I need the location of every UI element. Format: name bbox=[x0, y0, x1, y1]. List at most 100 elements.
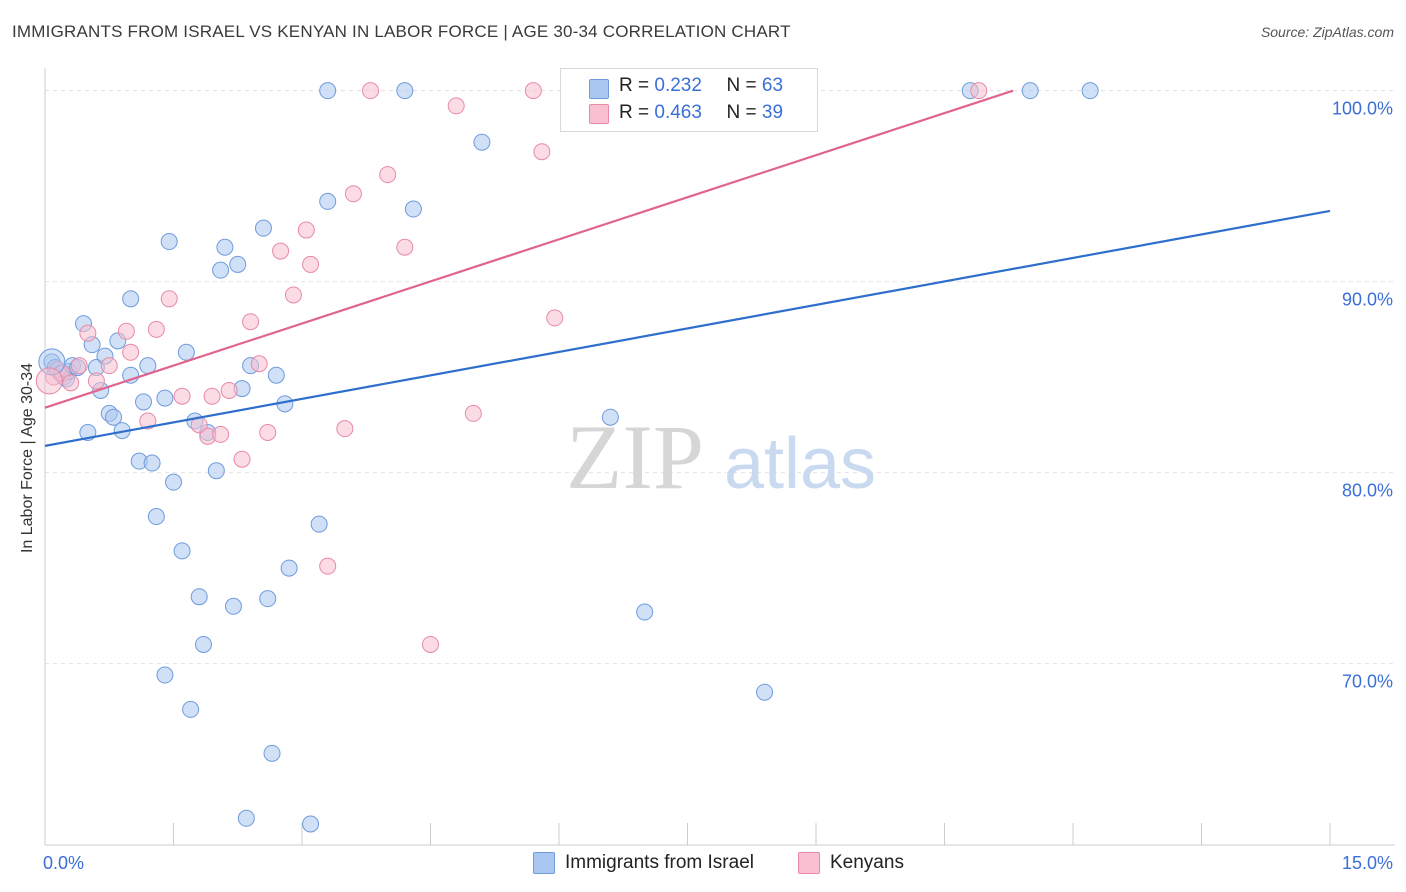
point-kenyans bbox=[212, 425, 230, 443]
point-israel bbox=[147, 508, 165, 526]
legend-r-label: R = bbox=[619, 102, 650, 123]
point-kenyans bbox=[259, 423, 277, 441]
point-israel bbox=[237, 809, 255, 827]
gridlines bbox=[45, 90, 1395, 665]
point-kenyans bbox=[87, 372, 105, 390]
point-kenyans bbox=[297, 221, 315, 239]
point-israel bbox=[254, 219, 272, 237]
point-israel bbox=[122, 290, 140, 308]
point-kenyans bbox=[117, 322, 135, 340]
point-israel bbox=[177, 343, 195, 361]
point-kenyans bbox=[233, 450, 251, 468]
point-israel bbox=[194, 635, 212, 653]
legend-row-israel: R = 0.232 N = 63 bbox=[619, 75, 783, 97]
point-kenyans bbox=[464, 404, 482, 422]
point-kenyans bbox=[147, 320, 165, 338]
legend: R = 0.232 N = 63 R = 0.463 N = 39 bbox=[560, 68, 818, 132]
point-kenyans bbox=[100, 357, 118, 375]
point-israel bbox=[267, 366, 285, 384]
point-kenyans bbox=[284, 286, 302, 304]
point-israel bbox=[396, 82, 414, 100]
point-kenyans bbox=[302, 255, 320, 273]
point-kenyans bbox=[447, 97, 465, 115]
point-israel bbox=[319, 192, 337, 210]
point-israel bbox=[310, 515, 328, 533]
trend-lines bbox=[44, 89, 1331, 447]
point-israel bbox=[636, 603, 654, 621]
point-kenyans bbox=[139, 412, 157, 430]
point-kenyans bbox=[203, 387, 221, 405]
point-kenyans bbox=[250, 355, 268, 373]
y-tick-label: 90.0% bbox=[1342, 290, 1393, 310]
point-kenyans bbox=[272, 242, 290, 260]
point-kenyans bbox=[422, 635, 439, 653]
point-kenyans bbox=[173, 387, 191, 405]
legend-n-label: N = bbox=[726, 102, 757, 123]
point-israel bbox=[135, 393, 153, 411]
point-kenyans bbox=[379, 166, 397, 184]
legend-n-value-kenyans: 39 bbox=[761, 102, 784, 123]
bottom-legend-kenyans: Kenyans bbox=[830, 852, 904, 873]
point-israel bbox=[280, 559, 298, 577]
point-kenyans bbox=[220, 381, 238, 399]
legend-n-value-israel: 63 bbox=[761, 75, 784, 96]
bottom-legend-swatch-kenyans bbox=[798, 852, 820, 874]
point-kenyans bbox=[524, 82, 542, 100]
point-israel bbox=[302, 815, 320, 833]
point-israel bbox=[207, 462, 225, 480]
point-kenyans bbox=[79, 324, 97, 342]
point-israel bbox=[473, 133, 491, 151]
point-israel bbox=[319, 82, 337, 100]
point-kenyans bbox=[35, 367, 63, 395]
tick-labels: 70.0% 80.0% 90.0% 100.0% 0.0% 15.0% bbox=[43, 99, 1393, 873]
point-israel bbox=[259, 590, 277, 608]
point-israel bbox=[182, 700, 200, 718]
point-kenyans bbox=[242, 313, 260, 331]
chart-title: IMMIGRANTS FROM ISRAEL VS KENYAN IN LABO… bbox=[12, 22, 791, 41]
point-kenyans bbox=[362, 82, 380, 100]
source-label: Source: ZipAtlas.com bbox=[1260, 24, 1394, 40]
point-israel bbox=[165, 473, 182, 491]
point-israel bbox=[1021, 82, 1039, 100]
point-israel bbox=[404, 200, 422, 218]
point-israel bbox=[1081, 82, 1099, 100]
point-israel bbox=[229, 255, 247, 273]
point-israel bbox=[212, 261, 230, 279]
watermark: ZIP atlas bbox=[566, 406, 876, 508]
point-israel bbox=[143, 454, 161, 472]
watermark-zip: ZIP bbox=[566, 406, 704, 508]
legend-r-label: R = bbox=[619, 75, 650, 96]
point-kenyans bbox=[62, 374, 80, 392]
bottom-legend-israel: Immigrants from Israel bbox=[565, 852, 754, 873]
point-israel bbox=[601, 408, 619, 426]
point-kenyans bbox=[396, 238, 414, 256]
point-israel bbox=[156, 666, 174, 684]
point-kenyans bbox=[970, 82, 988, 100]
point-israel bbox=[173, 542, 191, 560]
point-kenyans bbox=[122, 343, 140, 361]
point-israel bbox=[224, 597, 242, 615]
bottom-legend-swatch-israel bbox=[533, 852, 555, 874]
point-kenyans bbox=[344, 185, 362, 203]
point-israel bbox=[105, 408, 123, 426]
y-tick-label: 100.0% bbox=[1332, 99, 1393, 119]
point-israel bbox=[156, 389, 174, 407]
point-kenyans bbox=[319, 557, 337, 575]
trend-line-israel bbox=[44, 209, 1331, 447]
legend-swatch-israel bbox=[589, 79, 609, 99]
x-tick-label-max: 15.0% bbox=[1342, 853, 1393, 873]
legend-r-value-kenyans: 0.463 bbox=[654, 102, 702, 123]
legend-n-label: N = bbox=[726, 75, 757, 96]
data-points bbox=[35, 82, 1099, 833]
point-kenyans bbox=[533, 143, 551, 161]
y-tick-label: 70.0% bbox=[1342, 672, 1393, 692]
point-israel bbox=[263, 744, 281, 762]
legend-row-kenyans: R = 0.463 N = 39 bbox=[619, 102, 783, 124]
point-kenyans bbox=[336, 420, 354, 438]
legend-swatch-kenyans bbox=[589, 104, 609, 124]
point-israel bbox=[756, 683, 774, 701]
x-tick-label-min: 0.0% bbox=[43, 853, 84, 873]
legend-r-value-israel: 0.232 bbox=[654, 75, 702, 96]
point-israel bbox=[190, 588, 208, 606]
